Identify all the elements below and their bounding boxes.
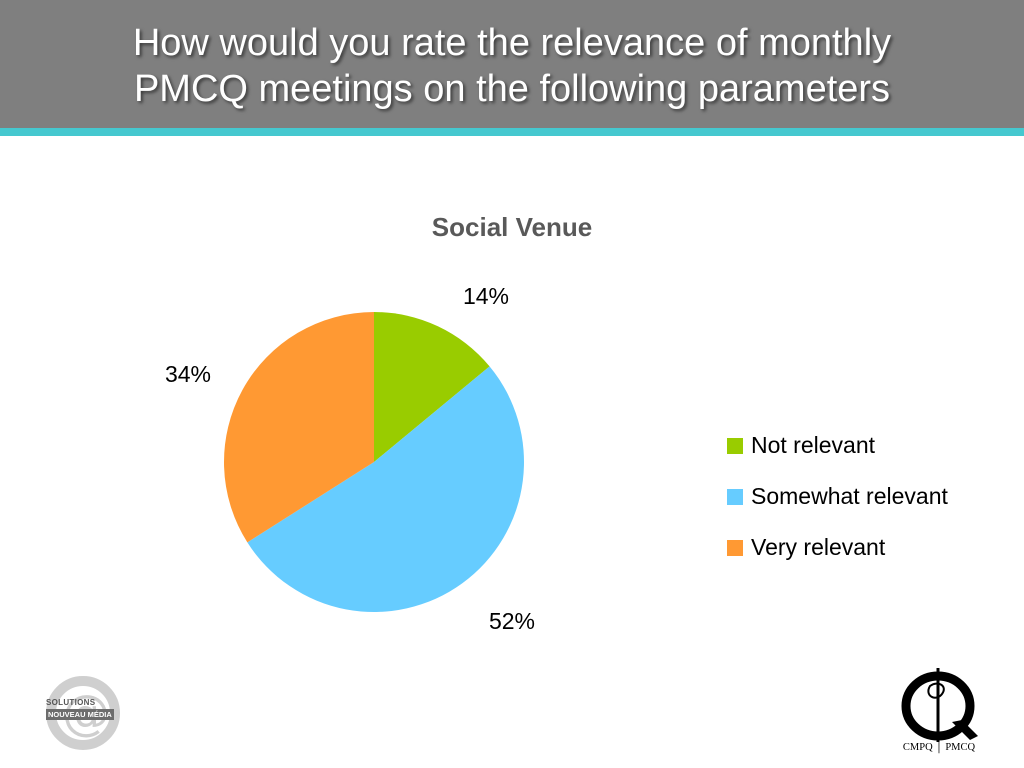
title-bar-accent-stripe <box>0 128 1024 136</box>
solutions-nouveau-media-logo: @ SOLUTIONS NOUVEAU MÉDIA <box>42 676 132 752</box>
legend-label-not-relevant: Not relevant <box>751 432 876 458</box>
data-label-very-relevant: 34% <box>165 361 211 387</box>
legend-label-somewhat-relevant: Somewhat relevant <box>751 483 948 509</box>
slide-title-line-1: How would you rate the relevance of mont… <box>132 22 892 64</box>
legend-swatch-very-relevant <box>727 539 743 556</box>
title-bar <box>0 0 1024 128</box>
legend-item-somewhat-relevant: Somewhat relevant <box>727 471 948 522</box>
pie-slice-very-relevant <box>224 312 374 543</box>
legend-item-not-relevant: Not relevant <box>727 420 948 471</box>
cmpq-emblem-icon <box>901 668 978 742</box>
legend-item-very-relevant: Very relevant <box>727 522 948 573</box>
legend-swatch-not-relevant <box>727 437 743 454</box>
chart-title: Social Venue <box>431 212 593 242</box>
slide-title: How would you rate the relevance of mont… <box>0 20 1024 112</box>
pie-slice-somewhat-relevant <box>247 366 524 612</box>
data-label-somewhat-relevant: 52% <box>489 608 535 634</box>
logo-text-solutions: SOLUTIONS <box>46 698 96 707</box>
legend-swatch-somewhat-relevant <box>727 488 743 505</box>
slide-title-line-2: PMCQ meetings on the following parameter… <box>133 68 891 110</box>
data-label-not-relevant: 14% <box>463 283 509 309</box>
legend-label-very-relevant: Very relevant <box>751 534 886 560</box>
pie-slice-not-relevant <box>374 312 490 462</box>
cmpq-pmcq-logo: CMPQ │ PMCQ <box>894 662 984 758</box>
logo-caption: CMPQ │ PMCQ <box>902 742 976 753</box>
chart-legend: Not relevant Somewhat relevant Very rele… <box>727 420 948 573</box>
logo-text-nouveau-media: NOUVEAU MÉDIA <box>46 709 114 720</box>
